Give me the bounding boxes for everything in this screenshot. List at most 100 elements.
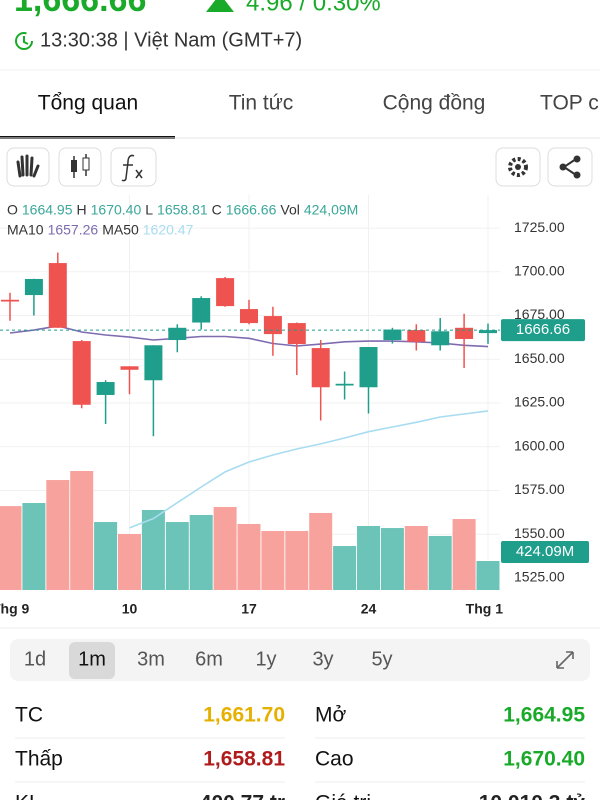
volume-bar — [309, 512, 333, 590]
range-bar — [10, 639, 590, 681]
stat-value: 1,661.70 — [203, 704, 285, 727]
range-selected — [69, 642, 115, 679]
legend-text: Vol — [280, 202, 299, 218]
volume-bar — [476, 560, 500, 590]
y-tick-label: 1675.00 — [514, 306, 565, 322]
ma50-line — [129, 410, 489, 529]
y-tick-label: 1650.00 — [514, 350, 565, 366]
candle-button[interactable] — [58, 147, 102, 187]
up-arrow — [206, 0, 234, 12]
tab[interactable]: Tổng quan — [38, 92, 138, 115]
volume-bar — [261, 530, 285, 590]
candle-body — [407, 330, 426, 342]
x-tick-label: Thg 1 — [466, 601, 504, 617]
candle-body — [48, 263, 67, 328]
hand-icon — [16, 154, 40, 178]
volume-bar — [213, 506, 237, 590]
volume-bar — [94, 522, 118, 590]
candle-body — [335, 383, 354, 386]
toolbar — [6, 147, 593, 187]
candle-body — [263, 316, 282, 335]
candle-icon — [71, 160, 77, 172]
tab[interactable]: Cộng đồng — [383, 92, 486, 115]
stat-value: 1,658.81 — [203, 748, 285, 771]
candle-body — [1, 299, 19, 302]
gear-icon — [508, 157, 528, 177]
volume-bar — [118, 533, 141, 590]
x-tick-label: 24 — [361, 601, 377, 617]
y-tick-label: 1575.00 — [514, 481, 565, 497]
y-tick-label: 1525.00 — [514, 569, 565, 585]
candle-body — [311, 348, 330, 388]
volume-bar — [452, 519, 476, 590]
share-icon — [559, 163, 567, 171]
legend-text: L — [145, 202, 153, 218]
volume-bar — [22, 503, 46, 590]
range-button[interactable]: 6m — [195, 648, 223, 670]
stat-value: 1,670.40 — [503, 748, 585, 771]
candle-body — [168, 327, 187, 341]
candle-body — [383, 329, 402, 341]
stat-label: Mở — [315, 704, 346, 727]
range-button[interactable]: 1y — [255, 648, 276, 670]
x-tick-label: 10 — [122, 601, 138, 617]
share-icon — [573, 155, 581, 163]
volume-bar — [357, 525, 380, 590]
tab[interactable]: Tin tức — [229, 92, 294, 115]
candle-body — [216, 278, 235, 307]
candle-body — [431, 331, 450, 346]
volume-bar — [141, 509, 165, 590]
volume-bar — [0, 506, 22, 590]
function-button[interactable] — [110, 147, 157, 187]
legend-text: 1657.26 — [48, 222, 99, 238]
range-button[interactable]: 3y — [312, 648, 333, 670]
candle-body — [479, 330, 497, 334]
chart: 1725.00 1700.00 1675.00 1650.00 1625.00 1600.… — [0, 195, 589, 617]
expand-icon[interactable] — [556, 651, 574, 669]
range-button[interactable]: 5y — [371, 648, 392, 670]
volume-bar — [404, 525, 428, 590]
y-tick-label: 1600.00 — [514, 437, 565, 453]
volume-bar — [428, 535, 452, 590]
y-tick-label: 1700.00 — [514, 263, 565, 279]
candle-body — [96, 382, 115, 395]
legend-text: MA10 — [7, 222, 44, 238]
timestamp: 13:30:38 | Việt Nam (GMT+7) — [40, 29, 302, 51]
candle-body — [72, 341, 91, 405]
chart-legend: O 1664.95 H 1670.40 L 1658.81 C 1666.66 Vol 424,0… — [7, 202, 358, 238]
volume-bar — [380, 528, 404, 590]
tab[interactable]: TOP c — [540, 92, 599, 115]
y-tick-label: 1625.00 — [514, 394, 565, 410]
function-icon — [121, 154, 143, 182]
y-tick-label: 1550.00 — [514, 525, 565, 541]
price-tag — [501, 319, 585, 342]
candle-body — [24, 278, 43, 296]
legend-text: H — [77, 202, 87, 218]
stat-label: KL — [15, 792, 41, 800]
clock-icon — [15, 32, 33, 50]
candle-body — [359, 347, 378, 388]
x-tick-label: 17 — [241, 601, 257, 617]
range-button[interactable]: 3m — [137, 648, 165, 670]
legend-text: MA50 — [102, 222, 139, 238]
range-button[interactable]: 1d — [24, 648, 46, 670]
candle-body — [287, 323, 306, 345]
legend-text: 1620.47 — [143, 222, 194, 238]
stat-label: Giá trị — [315, 792, 371, 800]
volume-bar — [70, 471, 94, 590]
range-button[interactable]: 1m — [78, 648, 106, 670]
range-buttons: 1d 1m 3m 6m 1y 3y 5y — [24, 642, 393, 679]
share-icon — [573, 171, 581, 179]
share-button[interactable] — [547, 147, 593, 187]
volume-tag-label: 424.09M — [516, 543, 574, 560]
legend-text: 1664.95 — [22, 202, 73, 218]
legend-text: 1658.81 — [157, 202, 208, 218]
stat-value: 400.77 tr — [200, 792, 285, 800]
candle-body — [120, 366, 139, 370]
legend-text: O — [7, 202, 18, 218]
volume-bar — [189, 514, 213, 590]
stat-label: Thấp — [15, 748, 63, 771]
price: 1,666.66 — [14, 0, 146, 19]
